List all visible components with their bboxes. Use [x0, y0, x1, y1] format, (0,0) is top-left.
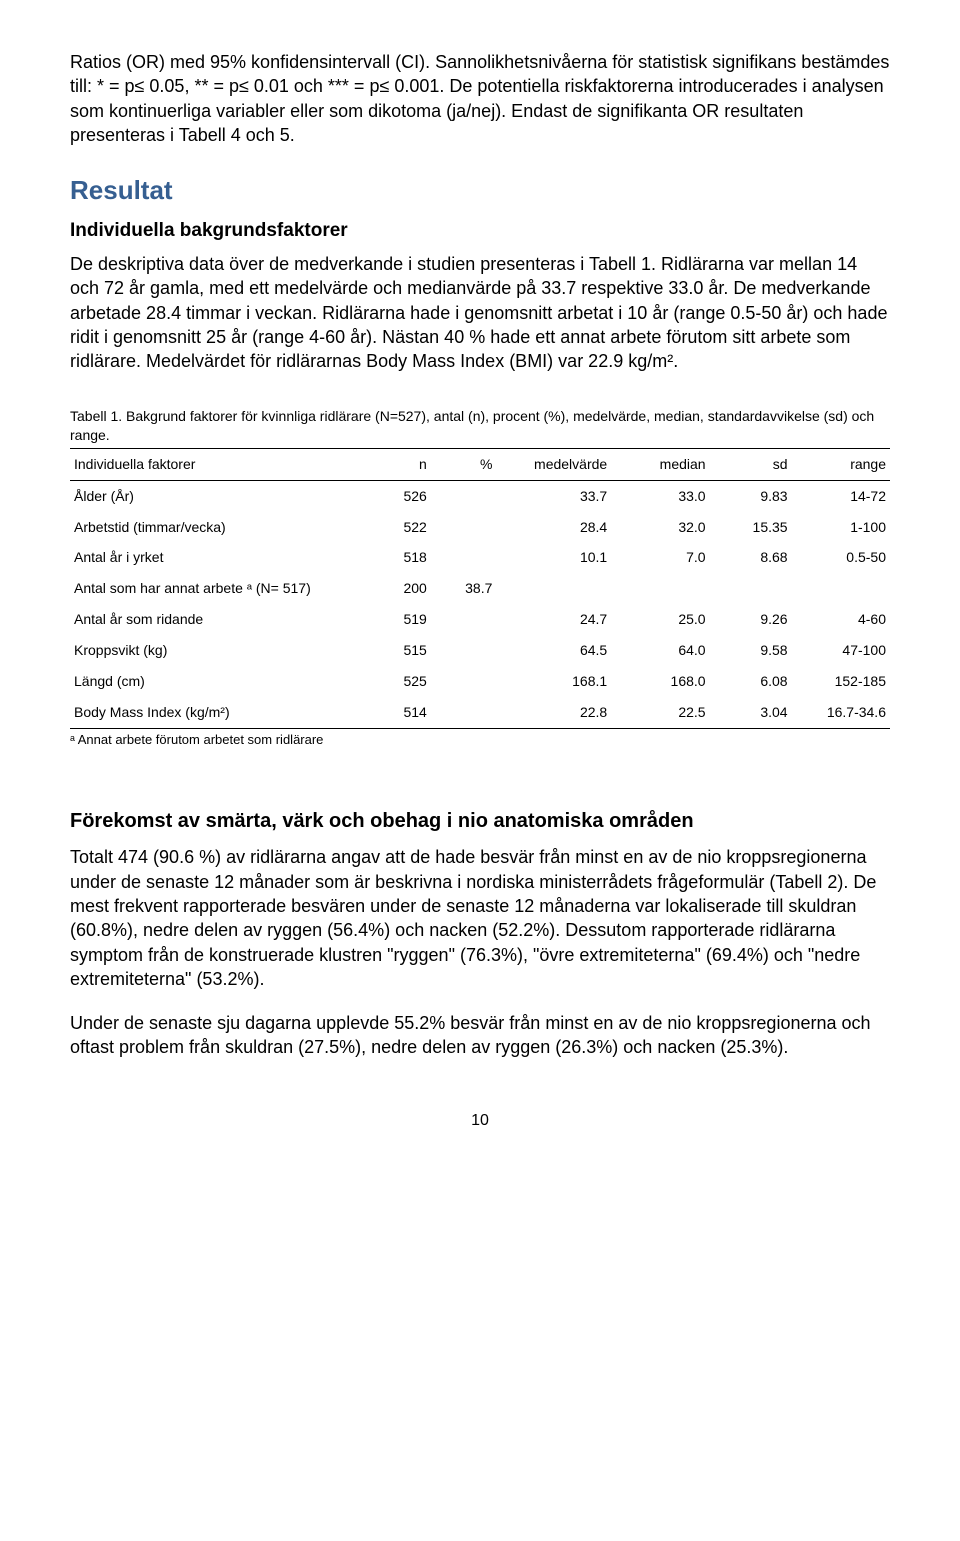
cell-n: 525: [365, 666, 431, 697]
cell-mv: 22.8: [496, 697, 611, 728]
cell-range: 47-100: [792, 635, 890, 666]
cell-mv: 24.7: [496, 604, 611, 635]
cell-range: [792, 573, 890, 604]
cell-med: 25.0: [611, 604, 709, 635]
cell-label: Antal som har annat arbete ᵃ (N= 517): [70, 573, 365, 604]
resultat-paragraph: De deskriptiva data över de medverkande …: [70, 252, 890, 373]
th-mv: medelvärde: [496, 448, 611, 480]
cell-range: 4-60: [792, 604, 890, 635]
table1-caption: Tabell 1. Bakgrund faktorer för kvinnlig…: [70, 407, 890, 443]
cell-sd: 9.58: [710, 635, 792, 666]
cell-pct: [431, 697, 497, 728]
th-median: median: [611, 448, 709, 480]
cell-med: 168.0: [611, 666, 709, 697]
cell-range: 1-100: [792, 512, 890, 543]
table1-header-row: Individuella faktorer n % medelvärde med…: [70, 448, 890, 480]
cell-pct: [431, 604, 497, 635]
cell-label: Antal år i yrket: [70, 542, 365, 573]
forekomst-paragraph-2: Under de senaste sju dagarna upplevde 55…: [70, 1011, 890, 1060]
cell-mv: 64.5: [496, 635, 611, 666]
cell-n: 526: [365, 480, 431, 511]
table-row: Antal som har annat arbete ᵃ (N= 517) 20…: [70, 573, 890, 604]
table-row: Längd (cm) 525 168.1 168.0 6.08 152-185: [70, 666, 890, 697]
cell-label: Ålder (År): [70, 480, 365, 511]
th-n: n: [365, 448, 431, 480]
table1-footnote: ᵃ Annat arbete förutom arbetet som ridlä…: [70, 731, 890, 749]
cell-n: 514: [365, 697, 431, 728]
cell-sd: 3.04: [710, 697, 792, 728]
table-row: Kroppsvikt (kg) 515 64.5 64.0 9.58 47-10…: [70, 635, 890, 666]
subheading-individuella: Individuella bakgrundsfaktorer: [70, 218, 890, 244]
cell-n: 200: [365, 573, 431, 604]
cell-sd: 8.68: [710, 542, 792, 573]
cell-mv: 10.1: [496, 542, 611, 573]
intro-paragraph: Ratios (OR) med 95% konfidensintervall (…: [70, 50, 890, 147]
table-row: Antal år som ridande 519 24.7 25.0 9.26 …: [70, 604, 890, 635]
cell-mv: 168.1: [496, 666, 611, 697]
cell-sd: 15.35: [710, 512, 792, 543]
cell-pct: [431, 635, 497, 666]
cell-sd: 9.26: [710, 604, 792, 635]
cell-label: Arbetstid (timmar/vecka): [70, 512, 365, 543]
table-row: Body Mass Index (kg/m²) 514 22.8 22.5 3.…: [70, 697, 890, 728]
cell-pct: [431, 542, 497, 573]
cell-n: 515: [365, 635, 431, 666]
cell-label: Body Mass Index (kg/m²): [70, 697, 365, 728]
cell-n: 519: [365, 604, 431, 635]
forekomst-paragraph-1: Totalt 474 (90.6 %) av ridlärarna angav …: [70, 845, 890, 991]
cell-label: Kroppsvikt (kg): [70, 635, 365, 666]
cell-med: 32.0: [611, 512, 709, 543]
table1: Individuella faktorer n % medelvärde med…: [70, 448, 890, 729]
cell-label: Längd (cm): [70, 666, 365, 697]
th-sd: sd: [710, 448, 792, 480]
cell-pct: [431, 666, 497, 697]
cell-pct: 38.7: [431, 573, 497, 604]
cell-med: 64.0: [611, 635, 709, 666]
cell-sd: 9.83: [710, 480, 792, 511]
page-number: 10: [70, 1110, 890, 1132]
cell-range: 152-185: [792, 666, 890, 697]
table-row: Ålder (År) 526 33.7 33.0 9.83 14-72: [70, 480, 890, 511]
cell-n: 518: [365, 542, 431, 573]
th-range: range: [792, 448, 890, 480]
heading-resultat: Resultat: [70, 173, 890, 208]
cell-pct: [431, 480, 497, 511]
cell-mv: 33.7: [496, 480, 611, 511]
cell-label: Antal år som ridande: [70, 604, 365, 635]
cell-sd: 6.08: [710, 666, 792, 697]
table-row: Arbetstid (timmar/vecka) 522 28.4 32.0 1…: [70, 512, 890, 543]
cell-med: 33.0: [611, 480, 709, 511]
table-row: Antal år i yrket 518 10.1 7.0 8.68 0.5-5…: [70, 542, 890, 573]
cell-med: 7.0: [611, 542, 709, 573]
table1-body: Ålder (År) 526 33.7 33.0 9.83 14-72 Arbe…: [70, 480, 890, 728]
cell-med: [611, 573, 709, 604]
subheading-forekomst: Förekomst av smärta, värk och obehag i n…: [70, 808, 890, 835]
cell-sd: [710, 573, 792, 604]
cell-range: 16.7-34.6: [792, 697, 890, 728]
cell-range: 14-72: [792, 480, 890, 511]
th-pct: %: [431, 448, 497, 480]
cell-mv: 28.4: [496, 512, 611, 543]
cell-med: 22.5: [611, 697, 709, 728]
cell-n: 522: [365, 512, 431, 543]
cell-range: 0.5-50: [792, 542, 890, 573]
cell-pct: [431, 512, 497, 543]
th-label: Individuella faktorer: [70, 448, 365, 480]
cell-mv: [496, 573, 611, 604]
